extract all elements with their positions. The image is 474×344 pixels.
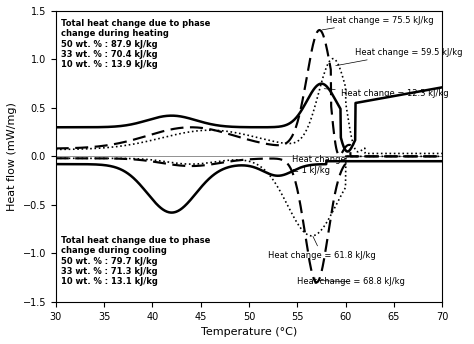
Text: Heat change
= 1 kJ/kg: Heat change = 1 kJ/kg [292,155,346,175]
Text: Heat change = 12.3 kJ/kg: Heat change = 12.3 kJ/kg [324,89,448,98]
Y-axis label: Heat flow (mW/mg): Heat flow (mW/mg) [7,102,17,211]
Text: Total heat change due to phase
change during cooling
50 wt. % : 79.7 kJ/kg
33 wt: Total heat change due to phase change du… [61,236,210,287]
Text: Heat change = 59.5 kJ/kg: Heat change = 59.5 kJ/kg [336,47,463,66]
Text: Heat change = 68.8 kJ/kg: Heat change = 68.8 kJ/kg [297,277,405,286]
Text: Total heat change due to phase
change during heating
50 wt. % : 87.9 kJ/kg
33 wt: Total heat change due to phase change du… [61,19,210,69]
Text: Heat change = 61.8 kJ/kg: Heat change = 61.8 kJ/kg [268,236,376,260]
Text: Heat change = 75.5 kJ/kg: Heat change = 75.5 kJ/kg [322,15,434,30]
X-axis label: Temperature (°C): Temperature (°C) [201,327,297,337]
